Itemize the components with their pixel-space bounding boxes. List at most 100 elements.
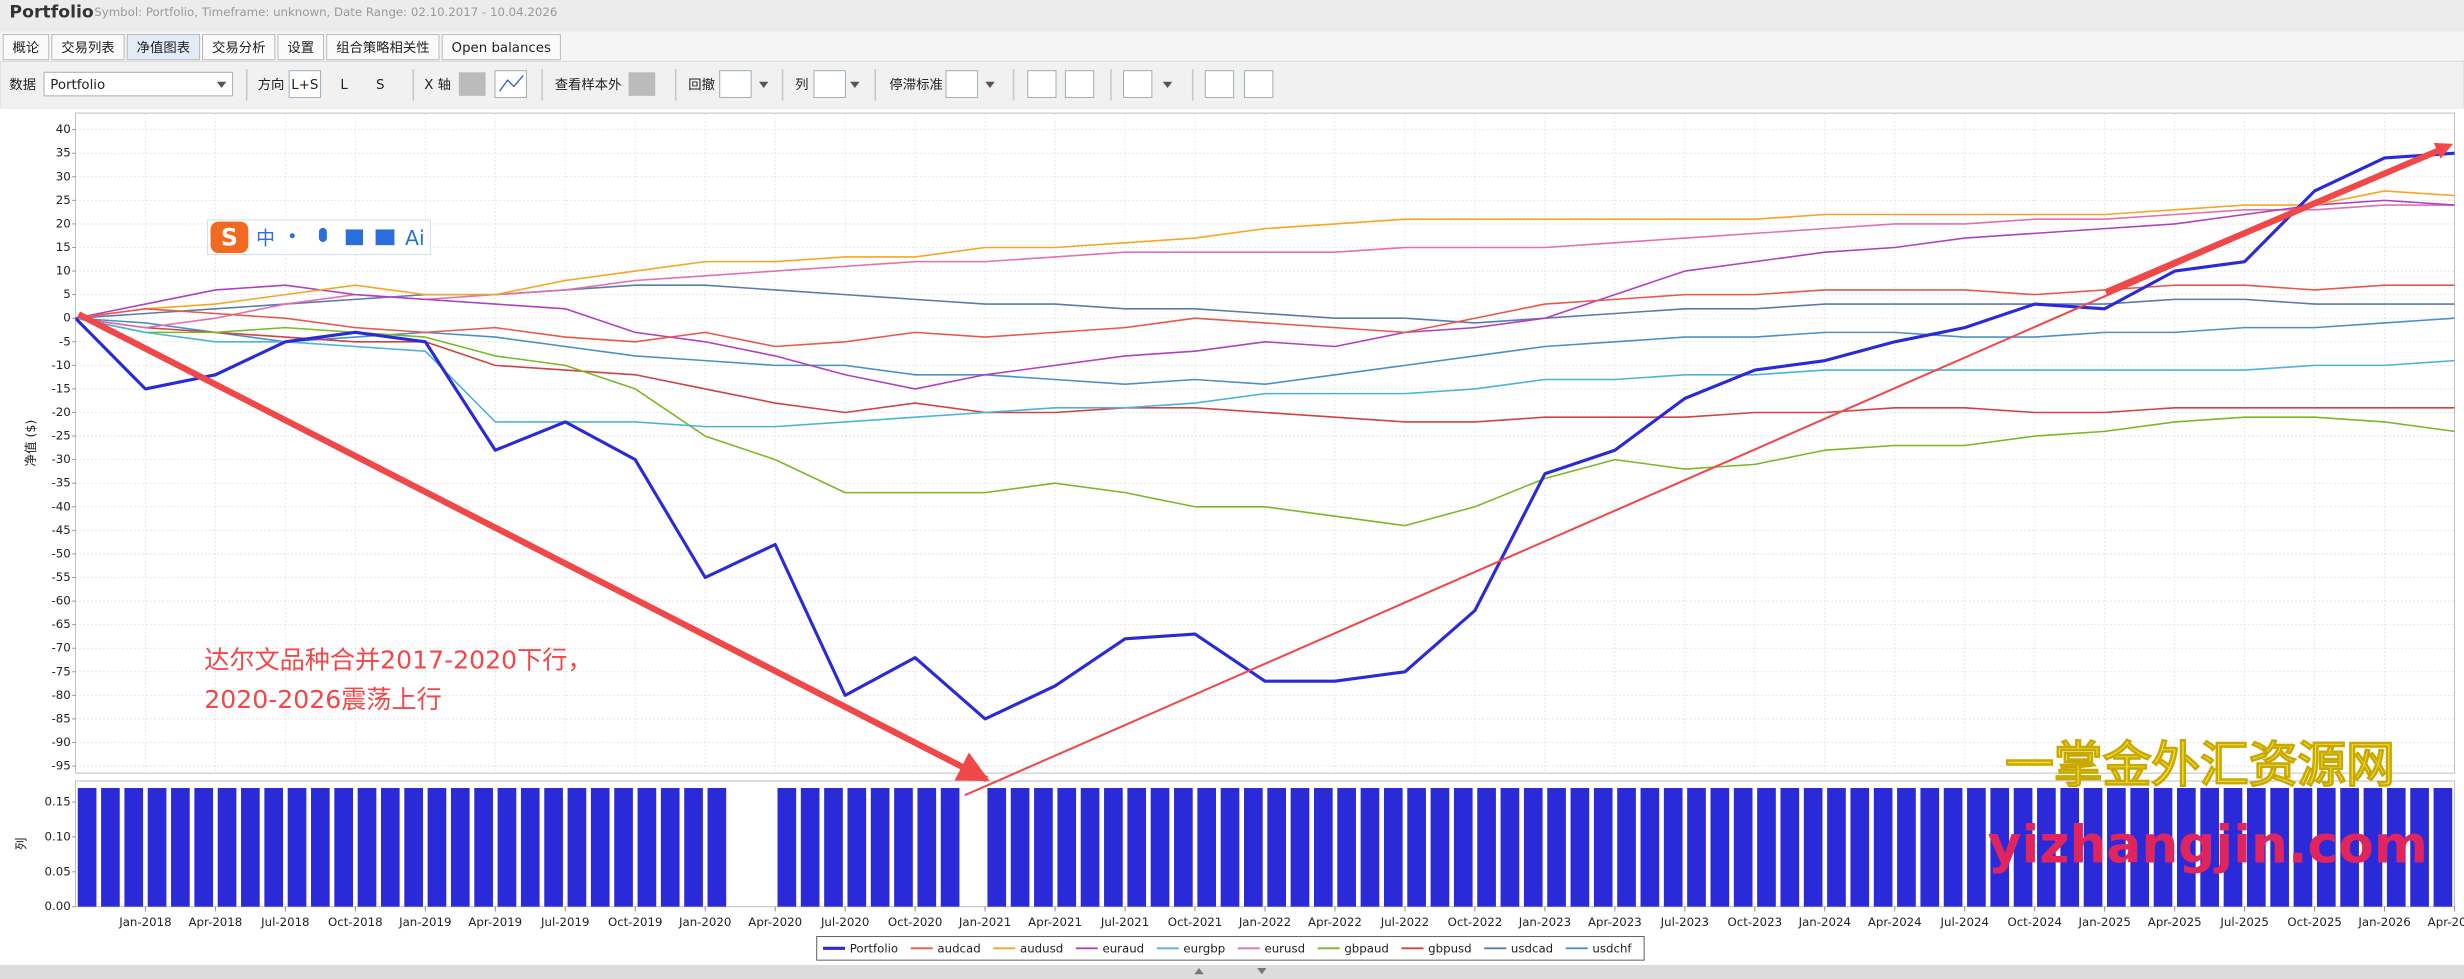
x-tick-label: Oct-2022	[1448, 915, 1503, 929]
chart-icon[interactable]	[1064, 70, 1095, 98]
ime-icon[interactable]	[289, 233, 295, 239]
ime-item[interactable]: 中	[256, 227, 275, 249]
bar	[1174, 787, 1193, 907]
bar	[357, 787, 377, 907]
x-tick-label: Jul-2024	[1940, 915, 1989, 929]
bar	[2060, 787, 2080, 907]
legend-label[interactable]: audcad	[937, 942, 980, 956]
window-subtitle: Symbol: Portfolio, Timeframe: unknown, D…	[94, 5, 557, 19]
direction-option[interactable]: L+S	[291, 78, 318, 93]
x-tick-label: Oct-2021	[1168, 915, 1223, 929]
bar	[427, 787, 447, 907]
tab[interactable]	[126, 34, 200, 61]
tab[interactable]	[326, 34, 440, 61]
bar	[1290, 787, 1310, 907]
bar	[2410, 787, 2429, 907]
tab[interactable]	[51, 34, 125, 61]
stagnation-icon[interactable]	[945, 70, 978, 98]
bar	[1687, 787, 1706, 907]
y-tick-label: 15	[56, 240, 71, 254]
y-tick-label: -55	[51, 570, 70, 584]
y-tick-label: -90	[51, 735, 70, 749]
tab-label[interactable]: 交易分析	[212, 39, 265, 56]
bar	[2270, 787, 2289, 907]
tab-label[interactable]: 净值图表	[137, 40, 190, 56]
tab[interactable]	[2, 34, 50, 61]
annotation: 2020-2026震荡上行	[204, 685, 441, 714]
legend-label[interactable]: Portfolio	[850, 942, 898, 956]
y-tick-label: -50	[51, 546, 70, 560]
legend-label[interactable]: usdchf	[1592, 942, 1632, 956]
x-tick-label: Jul-2018	[260, 915, 309, 929]
out-of-sample-icon[interactable]	[628, 72, 656, 96]
chart-icon[interactable]	[1244, 70, 1274, 98]
legend-label[interactable]: gbpusd	[1428, 942, 1471, 956]
series-line	[75, 284, 2455, 348]
y-tick-label: -65	[51, 617, 70, 631]
y-tick-label: -5	[59, 334, 71, 348]
direction-option[interactable]: L	[340, 78, 348, 93]
legend-label[interactable]: eurusd	[1264, 942, 1305, 956]
series-line	[75, 317, 2455, 423]
x-tick-label: Jan-2024	[1798, 915, 1851, 929]
legend-label[interactable]: audusd	[1020, 942, 1063, 956]
bar	[614, 787, 633, 907]
y-tick-label: 0	[63, 311, 71, 325]
legend: Portfolio audcad audusd euraud eurgbp eurusd g…	[816, 936, 1645, 961]
legend-label[interactable]: euraud	[1102, 942, 1144, 956]
splitter-handle[interactable]	[1194, 968, 1267, 975]
x-tick-label: Jul-2025	[2219, 915, 2268, 929]
annotation: 达尔文品种合并2017-2020下行，	[204, 646, 592, 675]
ime-item[interactable]: Ai	[405, 226, 425, 250]
annotation-arrow	[2104, 144, 2447, 296]
bar	[2153, 787, 2173, 907]
tab[interactable]	[277, 34, 325, 61]
ime-icon[interactable]	[375, 229, 395, 246]
y-tick-label: 5	[63, 287, 71, 301]
bar	[684, 787, 703, 907]
window-title: Portfolio	[9, 3, 93, 23]
y-tick-label: -80	[51, 688, 70, 702]
chart-icon[interactable]	[1027, 70, 1057, 98]
ime-icon[interactable]	[319, 227, 327, 242]
x-tick-label: Jul-2021	[1100, 915, 1149, 929]
columns-icon[interactable]	[813, 70, 846, 98]
chart-icon[interactable]	[1204, 70, 1235, 98]
bar	[1593, 787, 1613, 907]
annotation-arrow	[77, 311, 990, 783]
y-tick-label: -15	[51, 381, 70, 395]
ime-logo[interactable]: S	[221, 223, 238, 251]
x-tick-label: Jul-2019	[540, 915, 589, 929]
data-select[interactable]	[43, 71, 234, 97]
tab[interactable]	[202, 34, 276, 61]
drawdown-icon[interactable]	[719, 70, 752, 98]
x-tick-label: Apr-2024	[1868, 915, 1922, 929]
tab-label[interactable]: Open balances	[452, 41, 551, 56]
x-tick-label: Jul-2023	[1660, 915, 1709, 929]
ime-icon[interactable]	[345, 229, 363, 246]
y-tick-label: -95	[51, 759, 70, 773]
tab-label[interactable]: 组合策略相关性	[336, 39, 429, 56]
bar	[217, 787, 237, 907]
bar	[1780, 787, 1800, 907]
chart-icon[interactable]	[1123, 70, 1153, 98]
bar	[1197, 787, 1217, 907]
ime-logo-bg	[210, 221, 249, 253]
bar	[450, 787, 470, 907]
dropdown-arrow	[1162, 81, 1173, 88]
legend-frame	[816, 936, 1645, 961]
bar	[660, 787, 680, 907]
legend-label[interactable]: eurgbp	[1183, 942, 1225, 956]
tab-label[interactable]: 概论	[13, 40, 40, 56]
direction-option[interactable]: S	[376, 78, 384, 93]
tab[interactable]	[441, 34, 561, 61]
bar	[1990, 787, 2010, 907]
legend-label[interactable]: gbpaud	[1344, 942, 1389, 956]
tab-label[interactable]: 交易列表	[61, 39, 114, 56]
direction-button[interactable]	[288, 70, 322, 98]
tab-label[interactable]: 设置	[287, 40, 314, 56]
series-line	[75, 317, 2455, 428]
x-axis-icon[interactable]	[458, 72, 486, 96]
legend-label[interactable]: usdcad	[1511, 942, 1553, 956]
